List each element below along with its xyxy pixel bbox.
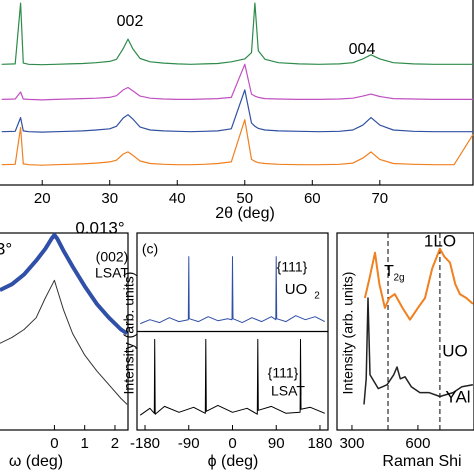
annotation: LSAT [271, 383, 305, 399]
annotation: {111} [277, 259, 308, 275]
data-line [139, 338, 325, 416]
x-tick-label: 0 [228, 435, 236, 452]
x-tick-label: 2 [111, 435, 119, 452]
x-tick-label: -90 [178, 435, 200, 452]
annotation: 004 [349, 41, 376, 58]
data-line [0, 233, 129, 336]
data-line [1, 2, 473, 66]
annotation: (c) [142, 241, 158, 257]
x-tick-label: 0 [50, 435, 58, 452]
annotation: T [384, 263, 394, 280]
data-line [1, 89, 473, 133]
x-tick-label: 90 [268, 435, 285, 452]
x-tick-label: 20 [34, 190, 51, 207]
annotation: YAl [445, 387, 470, 406]
y-axis-label: Intensity (arb. units) [121, 272, 137, 395]
x-tick-label: 40 [169, 190, 186, 207]
x-axis-label: ϕ (deg) [208, 453, 259, 470]
x-tick-label: 600 [405, 435, 430, 452]
x-tick-label: 50 [236, 190, 253, 207]
x-tick-label: 30 [101, 190, 118, 207]
annotation: UO [442, 341, 468, 360]
plot-frame [0, 0, 474, 186]
annotation: {111} [268, 365, 299, 381]
x-axis-label: 2θ (deg) [215, 205, 275, 222]
data-line [363, 297, 474, 405]
annotation: 2g [393, 273, 404, 284]
annotation: LSAT [95, 265, 129, 281]
data-line [0, 279, 128, 405]
annotation: 002 [117, 13, 144, 30]
data-line [1, 63, 473, 101]
annotation: (002) [96, 249, 129, 265]
x-tick-label: 70 [371, 190, 388, 207]
plot-frame [336, 232, 474, 431]
annotation: 0.013° [75, 218, 124, 237]
x-tick-label: 60 [304, 190, 321, 207]
plot-frame [0, 232, 129, 431]
annotation: 3° [0, 239, 12, 258]
x-axis-label: Raman Shi [382, 453, 461, 470]
x-tick-label: 1 [81, 435, 89, 452]
annotation: 2 [314, 291, 320, 302]
data-line [1, 119, 474, 166]
data-line [363, 247, 474, 321]
x-axis-label: ω (deg) [9, 453, 63, 470]
x-tick-label: 300 [339, 435, 364, 452]
y-axis-label: Intensity (arb. units) [340, 272, 356, 395]
annotation: 1LO [424, 231, 456, 250]
x-tick-label: 180 [307, 435, 332, 452]
annotation: UO [285, 281, 308, 298]
x-tick-label: -180 [130, 435, 160, 452]
data-line [140, 256, 326, 325]
